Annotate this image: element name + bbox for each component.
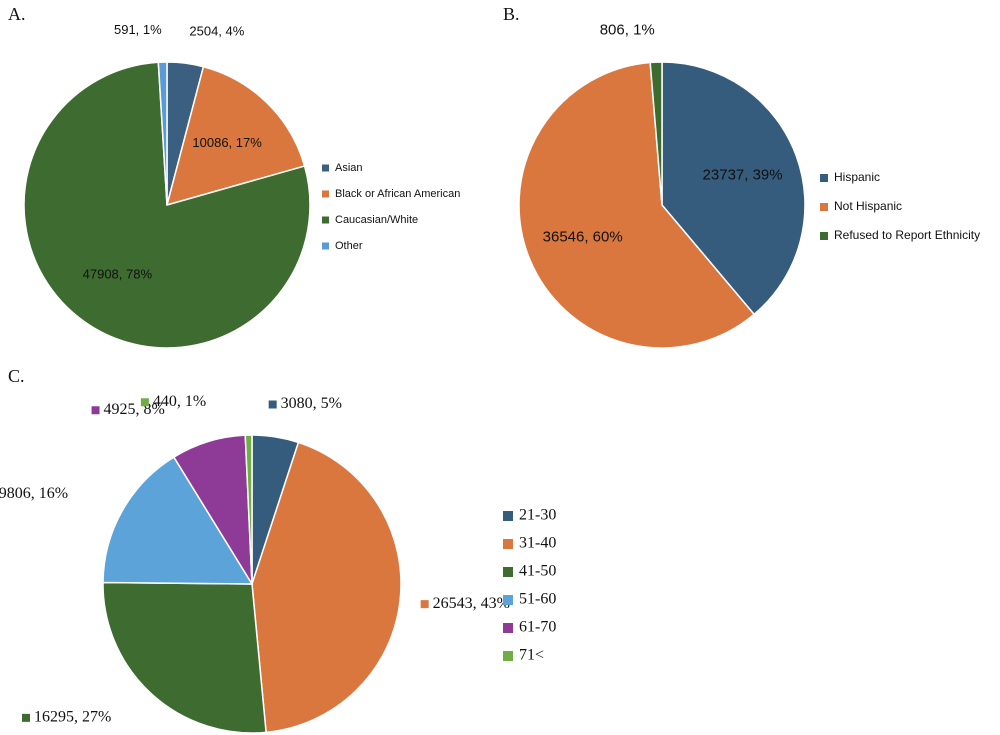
- legend-label: Not Hispanic: [834, 199, 902, 213]
- pie-slice: [157, 61, 168, 206]
- data-label: 806, 1%: [600, 22, 655, 39]
- data-label: 36546, 60%: [543, 229, 623, 246]
- pie-slice: [23, 61, 311, 349]
- data-label: 9806, 16%: [0, 485, 68, 502]
- data-label: 4925, 8%: [104, 401, 165, 418]
- panel-label: C.: [8, 366, 25, 386]
- legend-swatch: [503, 567, 513, 577]
- legend-swatch: [322, 164, 329, 172]
- legend-label: 21-30: [519, 507, 556, 524]
- legend-label: 71<: [519, 647, 544, 664]
- legend-label: 31-40: [519, 535, 556, 552]
- legend-label: 61-70: [519, 619, 556, 636]
- data-label: 26543, 43%: [433, 595, 510, 612]
- label-marker: [420, 600, 429, 609]
- data-label: 440, 1%: [153, 393, 206, 410]
- pie-slice: [102, 581, 267, 734]
- legend-label: Hispanic: [834, 170, 880, 184]
- legend-swatch: [820, 174, 828, 182]
- data-label: 591, 1%: [114, 22, 162, 37]
- pie-slice: [244, 434, 253, 585]
- legend-label: 41-50: [519, 563, 556, 580]
- legend-label: Asian: [335, 162, 363, 174]
- legend-swatch: [503, 595, 513, 605]
- pie-slice: [649, 61, 663, 206]
- panel-label: A.: [8, 4, 26, 24]
- legend-swatch: [322, 216, 329, 224]
- pie-slice: [165, 65, 306, 207]
- legend-swatch: [503, 651, 513, 661]
- pie-slice: [251, 441, 402, 734]
- data-label: 2504, 4%: [189, 23, 244, 38]
- label-marker: [91, 406, 100, 415]
- data-label: 3080, 5%: [281, 395, 342, 412]
- data-label: 10086, 17%: [192, 135, 262, 150]
- pie-slice: [661, 61, 806, 316]
- panel-label: B.: [503, 4, 520, 24]
- data-label: 47908, 78%: [83, 266, 153, 281]
- legend-label: Refused to Report Ethnicity: [834, 228, 980, 242]
- label-marker: [140, 398, 149, 407]
- label-marker: [21, 713, 30, 722]
- legend-label: 51-60: [519, 591, 556, 608]
- legend-swatch: [820, 203, 828, 211]
- legend-swatch: [322, 242, 329, 250]
- legend-label: Other: [335, 240, 363, 252]
- legend-label: Caucasian/White: [335, 214, 418, 226]
- label-marker: [268, 400, 277, 409]
- legend-swatch: [322, 190, 329, 198]
- legend-swatch: [820, 232, 828, 240]
- data-label: 23737, 39%: [703, 167, 783, 184]
- pie-slice: [518, 61, 756, 349]
- legend-swatch: [503, 539, 513, 549]
- legend-swatch: [503, 623, 513, 633]
- legend-label: Black or African American: [335, 188, 460, 200]
- legend-swatch: [503, 511, 513, 521]
- data-label: 16295, 27%: [34, 709, 111, 726]
- pie-slice: [102, 456, 254, 585]
